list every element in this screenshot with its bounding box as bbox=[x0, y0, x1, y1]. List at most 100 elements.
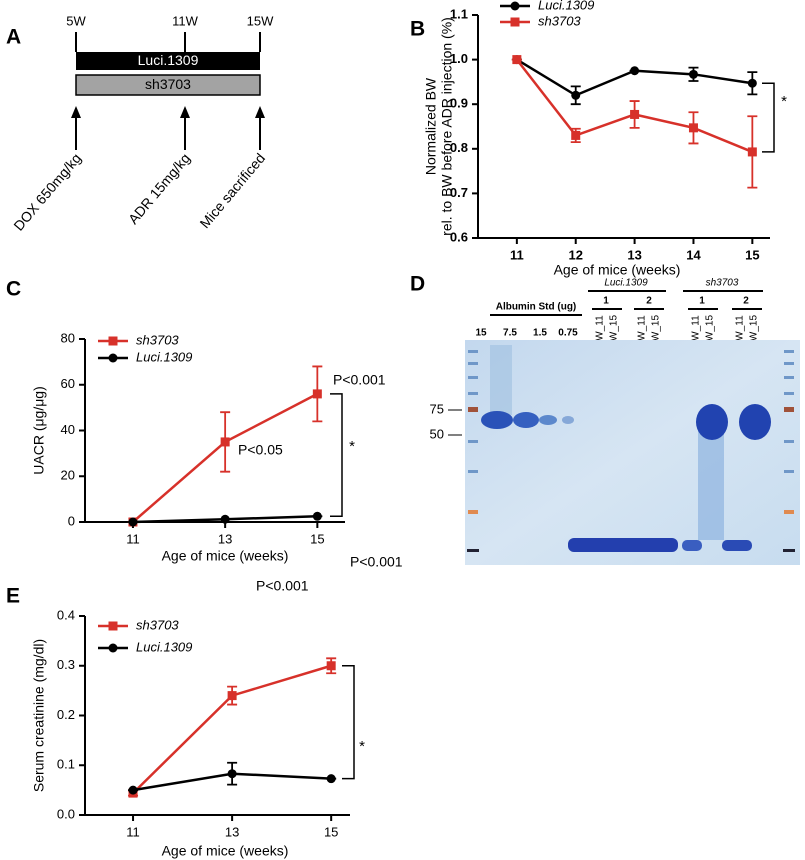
lane-label: W_11 bbox=[637, 315, 648, 341]
panel-label: C bbox=[6, 278, 21, 301]
y-tick-label: 0.0 bbox=[57, 806, 75, 821]
x-axis-label: Age of mice (weeks) bbox=[554, 262, 681, 278]
week-label: 5W bbox=[66, 13, 86, 28]
annotation: P<0.05 bbox=[238, 442, 283, 458]
gel-image bbox=[465, 340, 800, 565]
lane-label: W_11 bbox=[595, 315, 606, 341]
legend-marker bbox=[510, 1, 520, 11]
group-label: Luci.1309 bbox=[604, 278, 648, 289]
x-tick-label: 14 bbox=[686, 247, 701, 262]
y-tick-label: 0.8 bbox=[450, 140, 468, 155]
marker-label: 50 bbox=[430, 426, 444, 441]
x-tick-label: 13 bbox=[225, 824, 239, 839]
significance-label: * bbox=[359, 738, 365, 755]
marker bbox=[128, 517, 138, 527]
annotation: P<0.001 bbox=[333, 372, 386, 388]
legend-label: sh3703 bbox=[538, 13, 581, 28]
x-tick-label: 11 bbox=[510, 247, 524, 262]
replicate-label: 2 bbox=[646, 296, 652, 307]
legend-marker bbox=[510, 17, 520, 27]
lane-label: W_11 bbox=[735, 315, 746, 341]
significance-label: * bbox=[349, 438, 355, 455]
y-axis-label: Normalized BW bbox=[423, 77, 439, 175]
standard-label: Albumin Std (ug) bbox=[496, 302, 577, 313]
gel-panel: D Albumin Std (ug) 15 7.5 1.5 0.75 Luci.… bbox=[410, 273, 800, 565]
annotation: P<0.001 bbox=[350, 554, 403, 570]
legend-label: Luci.1309 bbox=[538, 0, 594, 12]
y-tick-label: 0.3 bbox=[57, 657, 75, 672]
replicate-label: 1 bbox=[603, 296, 609, 307]
x-axis-label: Age of mice (weeks) bbox=[162, 548, 289, 564]
x-tick-label: 12 bbox=[568, 247, 582, 262]
panel-label: E bbox=[6, 585, 20, 608]
significance-bracket bbox=[330, 393, 343, 518]
lane-label: W_11 bbox=[691, 315, 702, 341]
marker bbox=[326, 661, 336, 671]
bar bbox=[75, 74, 261, 96]
panel-label: B bbox=[410, 18, 425, 41]
event-arrows bbox=[75, 112, 261, 150]
bar-label: Luci.1309 bbox=[138, 52, 199, 68]
x-tick-label: 11 bbox=[126, 824, 140, 839]
y-axis-label: Serum creatinine (mg/dl) bbox=[31, 639, 47, 792]
marker bbox=[312, 511, 322, 521]
x-tick-label: 15 bbox=[310, 531, 324, 546]
marker bbox=[747, 147, 757, 157]
standard-amount: 7.5 bbox=[503, 328, 517, 339]
event-label: Mice sacrificed bbox=[196, 150, 268, 231]
marker bbox=[630, 66, 640, 76]
marker bbox=[747, 78, 757, 88]
significance-bracket bbox=[762, 82, 775, 153]
panel-label: D bbox=[410, 273, 425, 296]
lane-label: W_15 bbox=[609, 315, 620, 342]
y-axis-label: rel. to BW before ADR injection (%) bbox=[439, 17, 455, 236]
replicate-label: 1 bbox=[699, 296, 705, 307]
event-label: DOX 650mg/kg bbox=[10, 150, 84, 234]
y-tick-label: 0.1 bbox=[57, 757, 75, 772]
y-tick-label: 1.0 bbox=[450, 51, 468, 66]
legend-label: sh3703 bbox=[136, 332, 179, 347]
marker bbox=[688, 123, 698, 133]
y-tick-label: 0.6 bbox=[450, 229, 468, 244]
y-tick-label: 0.9 bbox=[450, 96, 468, 111]
week-ticks bbox=[75, 32, 261, 52]
marker bbox=[630, 109, 640, 119]
marker bbox=[220, 514, 230, 524]
significance-label: * bbox=[781, 93, 787, 110]
marker bbox=[512, 55, 522, 65]
lane-label: W_15 bbox=[705, 315, 716, 342]
lane-labels: W_11 W_15 W_11 W_15 W_11 W_15 W_11 W_15 bbox=[595, 315, 760, 342]
y-tick-label: 1.1 bbox=[450, 6, 468, 21]
legend-marker bbox=[108, 336, 118, 346]
y-tick-label: 0.7 bbox=[450, 185, 468, 200]
panel-label: A bbox=[6, 26, 21, 49]
x-axis-label: Age of mice (weeks) bbox=[162, 843, 289, 859]
standard-amount: 1.5 bbox=[533, 328, 547, 339]
marker bbox=[227, 769, 237, 779]
y-tick-label: 0 bbox=[68, 513, 75, 528]
legend-label: Luci.1309 bbox=[136, 639, 192, 654]
bar-label: sh3703 bbox=[145, 76, 191, 92]
y-tick-label: 60 bbox=[61, 376, 75, 391]
significance-bracket bbox=[342, 665, 355, 780]
y-tick-label: 0.4 bbox=[57, 607, 75, 622]
y-tick-label: 40 bbox=[61, 422, 75, 437]
legend-label: sh3703 bbox=[136, 617, 179, 632]
marker bbox=[128, 785, 138, 795]
marker bbox=[571, 130, 581, 140]
x-tick-label: 13 bbox=[218, 531, 232, 546]
replicate-label: 2 bbox=[743, 296, 749, 307]
marker bbox=[227, 691, 237, 701]
week-label: 15W bbox=[247, 13, 274, 28]
x-tick-label: 15 bbox=[745, 247, 759, 262]
group-label: sh3703 bbox=[706, 278, 739, 289]
legend-label: Luci.1309 bbox=[136, 349, 192, 364]
x-tick-label: 11 bbox=[126, 531, 140, 546]
marker bbox=[688, 69, 698, 79]
x-tick-label: 13 bbox=[627, 247, 641, 262]
legend-marker bbox=[108, 353, 118, 363]
week-label: 11W bbox=[172, 13, 198, 28]
timeline-panel: A 5W 11W 15W Luci.1309 sh3703 DOX 650mg/… bbox=[6, 13, 274, 233]
legend-marker bbox=[108, 621, 118, 631]
